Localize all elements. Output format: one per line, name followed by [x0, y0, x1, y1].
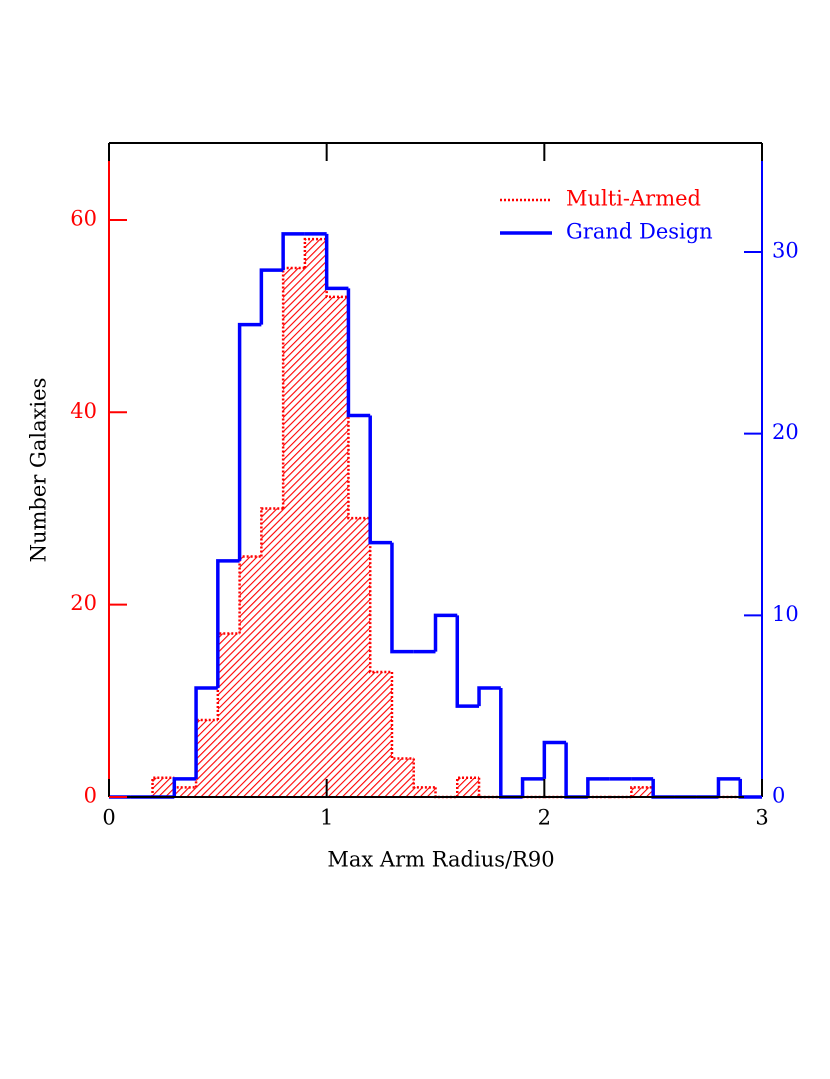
histogram-step — [564, 742, 588, 799]
histogram-step — [281, 232, 305, 271]
x-tick-label: 1 — [320, 806, 333, 830]
bar-fill — [391, 758, 414, 797]
histogram-step — [216, 632, 240, 721]
y-tick-label: 20 — [70, 591, 97, 615]
bar-fill — [283, 268, 305, 797]
histogram-step — [520, 777, 545, 797]
bar-fill — [457, 777, 480, 797]
histogram-step — [738, 778, 762, 799]
histogram-step — [347, 296, 371, 520]
histogram-step — [456, 776, 480, 797]
bar-fill — [152, 777, 175, 797]
histogram-step — [586, 777, 610, 797]
legend-label: Grand Design — [566, 220, 713, 244]
y-axis-label: Number Galaxies — [27, 378, 51, 563]
histogram-step — [412, 758, 436, 789]
y-tick-label: 60 — [70, 206, 97, 230]
x-tick-label: 2 — [538, 806, 551, 830]
histogram-step — [151, 776, 175, 797]
bar-fill — [261, 508, 284, 797]
histogram-step — [194, 718, 218, 788]
legend-label: Multi-Armed — [566, 187, 701, 211]
histogram-step — [346, 288, 371, 418]
histogram-step — [434, 787, 458, 799]
histogram-step — [368, 518, 392, 674]
histogram-step — [216, 559, 240, 688]
histogram-step — [716, 777, 741, 797]
histogram-step — [259, 268, 284, 325]
histogram-step — [172, 777, 197, 797]
x-axis-label: Max Arm Radius/R90 — [327, 848, 554, 872]
histogram-step — [303, 237, 327, 269]
bar-fill — [370, 671, 392, 797]
y2-tick-label: 0 — [772, 784, 785, 808]
bar-fill — [196, 720, 218, 797]
histogram-step — [651, 778, 675, 799]
y-tick-label: 40 — [70, 399, 97, 423]
histogram-step — [542, 740, 567, 779]
bar-fill — [413, 787, 436, 797]
x-tick-label: 3 — [755, 806, 768, 830]
histogram-step — [630, 786, 654, 797]
bar-fill — [326, 296, 349, 797]
x-tick-label: 0 — [102, 806, 115, 830]
histogram-step — [455, 615, 480, 708]
histogram-step — [194, 686, 218, 779]
histogram-step — [260, 507, 284, 557]
histogram-step — [390, 671, 414, 760]
histogram-step — [477, 777, 501, 799]
histogram-step — [368, 415, 392, 545]
histogram-step — [433, 613, 458, 652]
histogram-step — [325, 239, 349, 299]
bar-fill — [348, 518, 371, 797]
bar-fill — [239, 556, 262, 797]
bar-fill — [174, 787, 197, 797]
bar-fill — [217, 633, 240, 797]
histogram-step — [499, 688, 523, 799]
bar-fill — [631, 787, 654, 797]
histogram-step — [390, 542, 414, 654]
histogram-step — [477, 686, 501, 707]
y-tick-label: 0 — [84, 784, 97, 808]
y2-tick-label: 20 — [772, 420, 799, 444]
histogram-step — [237, 322, 262, 561]
histogram-step — [324, 233, 349, 291]
bar-fill — [304, 239, 327, 798]
y2-tick-label: 30 — [772, 239, 799, 263]
y2-tick-label: 10 — [772, 602, 799, 626]
